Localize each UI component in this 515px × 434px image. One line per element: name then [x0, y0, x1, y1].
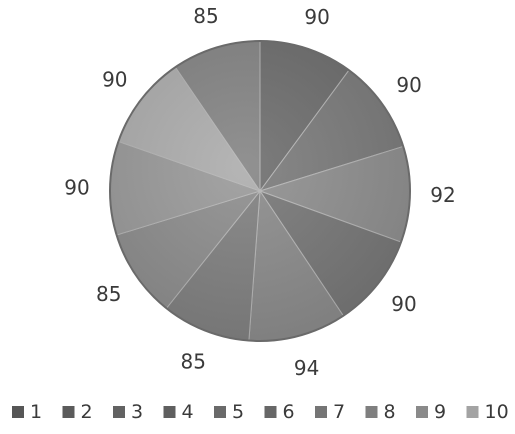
- pie-outline: [109, 40, 411, 342]
- data-label-8: 90: [64, 176, 89, 200]
- data-label-3: 92: [430, 183, 455, 207]
- data-label-7: 85: [96, 282, 121, 306]
- legend-swatch-5: [214, 406, 226, 418]
- legend-swatch-6: [264, 406, 277, 418]
- legend-label-2: 2: [81, 401, 93, 423]
- legend-swatch-10: [466, 406, 479, 418]
- legend-label-1: 1: [30, 401, 42, 423]
- legend-swatch-8: [365, 406, 378, 418]
- legend-swatch-4: [163, 406, 176, 418]
- legend-label-10: 10: [485, 401, 509, 423]
- legend-swatch-9: [416, 406, 428, 418]
- legend-swatch-7: [315, 406, 327, 418]
- data-label-5: 94: [294, 356, 319, 380]
- pie-data-labels: 90 90 92 90 94 85 85 90 90 85: [64, 4, 455, 380]
- legend-swatch-3: [113, 406, 125, 418]
- legend-swatch-2: [62, 406, 75, 418]
- legend-label-6: 6: [283, 401, 295, 423]
- data-label-2: 90: [396, 73, 421, 97]
- legend-label-8: 8: [384, 401, 396, 423]
- legend-label-3: 3: [131, 401, 143, 423]
- legend-label-4: 4: [182, 401, 194, 423]
- data-label-1: 90: [304, 5, 329, 29]
- legend-swatch-1: [12, 406, 24, 418]
- data-label-4: 90: [391, 292, 416, 316]
- legend: 1 2 3 4 5 6 7 8 9 10: [12, 401, 509, 423]
- data-label-10: 85: [193, 4, 218, 28]
- legend-label-5: 5: [232, 401, 244, 423]
- legend-label-7: 7: [333, 401, 345, 423]
- data-label-6: 85: [180, 349, 205, 373]
- data-label-9: 90: [102, 68, 127, 92]
- legend-label-9: 9: [434, 401, 446, 423]
